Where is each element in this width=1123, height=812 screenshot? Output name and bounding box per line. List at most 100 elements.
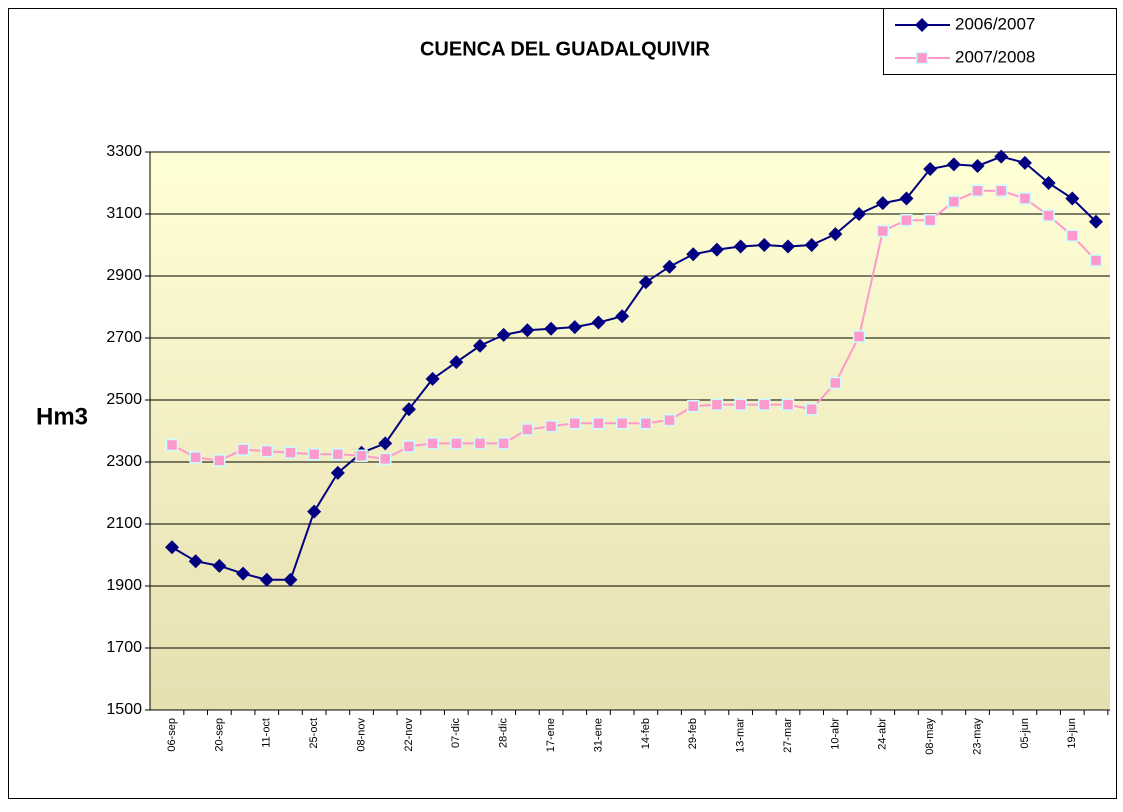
marker [734,398,747,411]
y-tick-label: 1900 [106,577,142,594]
x-tick-label: 29-feb [687,718,699,749]
marker [567,320,582,335]
marker [330,465,345,480]
marker [733,239,748,254]
marker [378,452,392,466]
marker [568,417,582,430]
series-line [171,155,1097,581]
marker [876,224,890,238]
marker [758,398,771,411]
marker [284,446,297,459]
marker [450,437,463,450]
y-tick-label: 2900 [106,267,142,284]
marker [497,437,510,450]
y-axis-label: Hm3 [36,403,88,430]
marker [307,448,321,461]
marker [899,191,914,206]
marker [544,321,559,336]
marker [639,417,653,430]
marker [188,554,203,569]
x-tick-label: 24-abr [877,718,889,750]
marker [426,437,439,450]
marker [189,451,202,464]
y-tick-label: 3100 [106,205,142,222]
marker [236,443,250,456]
marker [402,440,416,453]
y-tick-label: 2700 [106,329,142,346]
marker [165,540,179,555]
marker [915,51,929,65]
x-tick-label: 14-feb [640,718,652,749]
x-tick-label: 20-sep [213,718,225,752]
marker [473,338,487,353]
y-tick-label: 3300 [106,143,142,160]
marker [331,448,345,461]
marker [283,572,298,587]
marker [994,149,1009,164]
marker [496,327,511,342]
marker [915,18,929,32]
marker [615,417,629,430]
x-tick-label: 27-mar [782,718,794,753]
marker [971,184,984,197]
x-tick-label: 22-nov [403,718,415,752]
plot-area [150,152,1110,710]
marker [1041,176,1056,190]
marker [994,184,1008,197]
x-tick-label: 19-jun [1066,718,1078,749]
marker [923,162,938,177]
marker [260,444,274,458]
marker [900,213,913,227]
marker [591,315,606,330]
marker [473,437,487,450]
marker [236,566,251,581]
marker [875,196,890,211]
marker [1066,229,1079,242]
marker [709,242,724,257]
marker [1018,192,1032,205]
chart-title: CUENCA DEL GUADALQUIVIR [420,38,711,60]
y-tick-label: 1700 [106,639,142,656]
marker [828,227,843,242]
marker [401,402,416,417]
marker [852,207,867,221]
marker [520,323,535,338]
x-tick-label: 13-mar [735,718,747,753]
y-tick-label: 2300 [106,453,142,470]
legend-label: 2007/2008 [955,47,1035,66]
marker [757,238,772,252]
marker [615,309,630,324]
marker [662,259,677,274]
marker [923,213,937,227]
marker [1042,209,1055,222]
x-tick-label: 10-abr [829,718,841,750]
x-tick-label: 28-dic [498,718,510,748]
marker [946,157,961,172]
marker [781,239,795,254]
marker [592,417,605,430]
marker [449,355,464,370]
marker [1065,191,1080,206]
y-tick-label: 1500 [106,701,142,718]
marker [638,275,653,290]
x-tick-label: 25-oct [308,718,320,749]
y-tick-label: 2500 [106,391,142,408]
x-tick-label: 07-dic [450,718,462,748]
marker [710,398,724,411]
series-line [171,189,1097,462]
marker [213,454,226,467]
x-tick-label: 08-may [924,718,936,755]
marker [259,572,274,587]
marker [970,158,985,173]
x-tick-label: 06-sep [166,718,178,752]
marker [852,330,866,343]
x-tick-label: 17-ene [545,718,557,752]
x-tick-label: 23-may [971,718,983,755]
marker [521,423,534,436]
marker [829,376,842,390]
marker [804,238,819,252]
marker [355,449,368,463]
marker [781,398,795,411]
marker [947,195,961,208]
marker [1089,254,1103,267]
